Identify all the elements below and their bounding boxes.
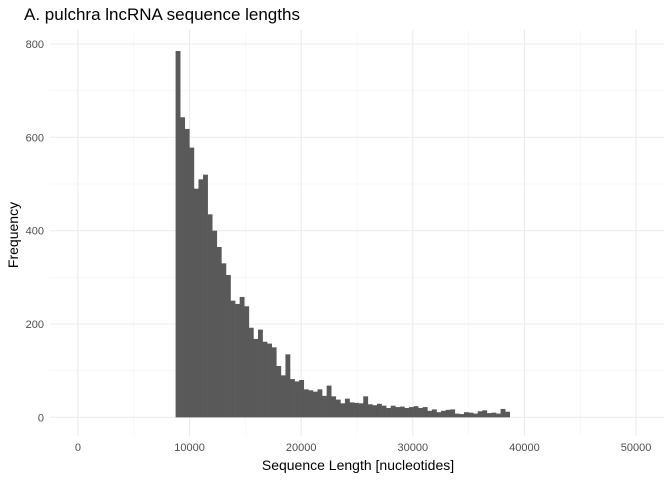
x-tick-label: 10000	[174, 442, 205, 454]
histogram-bar	[175, 51, 181, 418]
histogram-bar	[203, 174, 208, 418]
histogram-bar	[308, 390, 314, 418]
histogram-bar	[335, 399, 341, 418]
histogram-bar	[271, 347, 277, 418]
histogram-bar	[404, 408, 410, 418]
histogram-bar	[267, 343, 273, 418]
histogram-bar	[340, 403, 346, 418]
histogram-bar	[367, 404, 373, 418]
histogram-bar	[189, 147, 195, 418]
histogram-bar	[198, 179, 204, 418]
histogram-bar	[262, 341, 268, 418]
histogram-bar	[372, 405, 378, 418]
histogram-bar	[230, 300, 236, 418]
histogram-bar	[422, 407, 428, 418]
histogram-bar	[381, 405, 387, 418]
x-axis-title: Sequence Length [nucleotides]	[262, 457, 454, 473]
x-tick-label: 50000	[621, 442, 652, 454]
histogram-bar	[390, 405, 396, 418]
histogram-bar	[317, 389, 323, 418]
histogram-bar	[303, 389, 309, 418]
histogram-bar	[207, 214, 213, 418]
histogram-bar	[294, 381, 300, 418]
y-tick-label: 0	[38, 412, 44, 424]
histogram-bar	[463, 412, 469, 418]
histogram-bar	[312, 391, 318, 418]
x-tick-label: 0	[75, 442, 81, 454]
histogram-bar	[322, 395, 327, 418]
histogram-bar	[326, 385, 332, 418]
histogram-bar	[225, 275, 231, 418]
histogram-bar	[212, 230, 218, 418]
histogram-bar	[445, 409, 451, 418]
histogram-bar	[486, 413, 492, 418]
histogram-bar	[221, 263, 227, 418]
histogram-bar	[441, 410, 446, 418]
histogram-bar	[239, 296, 245, 418]
histogram-bar	[299, 380, 305, 418]
histogram-bar	[413, 406, 419, 418]
histogram-bar	[491, 412, 497, 418]
histogram-bar	[450, 409, 456, 418]
histogram-bar	[235, 303, 240, 418]
histogram-bar	[280, 375, 286, 418]
y-tick-label: 600	[26, 132, 44, 144]
y-axis-ticks: 0 200 400 600 800	[26, 39, 44, 424]
y-tick-label: 400	[26, 226, 44, 238]
histogram-bar	[354, 402, 359, 418]
histogram-bar	[376, 403, 382, 418]
histogram-bar	[409, 407, 414, 418]
histogram-bar	[344, 398, 350, 418]
gridlines	[50, 30, 664, 436]
histogram-bars	[175, 51, 511, 418]
histogram-bar	[244, 306, 250, 418]
y-axis-title: Frequency	[5, 202, 21, 268]
histogram-bar	[285, 354, 291, 418]
histogram-bar	[193, 188, 199, 418]
histogram-bar	[358, 403, 364, 418]
histogram-bar	[459, 414, 465, 418]
histogram-bar	[290, 379, 295, 418]
histogram-bar	[500, 408, 506, 418]
histogram-bar	[427, 410, 433, 418]
histogram-bar	[495, 413, 501, 418]
histogram-bar	[349, 402, 355, 418]
histogram-bar	[454, 413, 460, 418]
histogram-bar	[216, 247, 222, 418]
histogram-bar	[184, 128, 190, 418]
histogram-bar	[468, 412, 474, 418]
histogram-bar	[257, 329, 263, 418]
histogram-bar	[477, 411, 483, 418]
histogram-bar	[386, 408, 392, 418]
histogram-bar	[253, 338, 259, 418]
histogram-bar	[248, 327, 254, 418]
x-axis-ticks: 0 10000 20000 30000 40000 50000	[75, 442, 652, 454]
histogram-bar	[436, 412, 442, 418]
histogram-bar	[395, 407, 401, 418]
histogram-bar	[180, 117, 186, 418]
histogram-bar	[363, 396, 369, 418]
histogram-bar	[505, 411, 511, 418]
y-tick-label: 800	[26, 39, 44, 51]
x-tick-label: 20000	[286, 442, 317, 454]
chart-title: A. pulchra lncRNA sequence lengths	[24, 5, 300, 24]
histogram-bar	[418, 408, 424, 418]
histogram-bar	[276, 366, 282, 418]
histogram-bar	[399, 406, 405, 418]
histogram-bar	[473, 413, 478, 418]
x-tick-label: 30000	[398, 442, 429, 454]
y-tick-label: 200	[26, 319, 44, 331]
histogram-bar	[331, 396, 337, 418]
histogram-bar	[431, 409, 437, 418]
x-tick-label: 40000	[509, 442, 540, 454]
histogram-bar	[482, 410, 488, 418]
